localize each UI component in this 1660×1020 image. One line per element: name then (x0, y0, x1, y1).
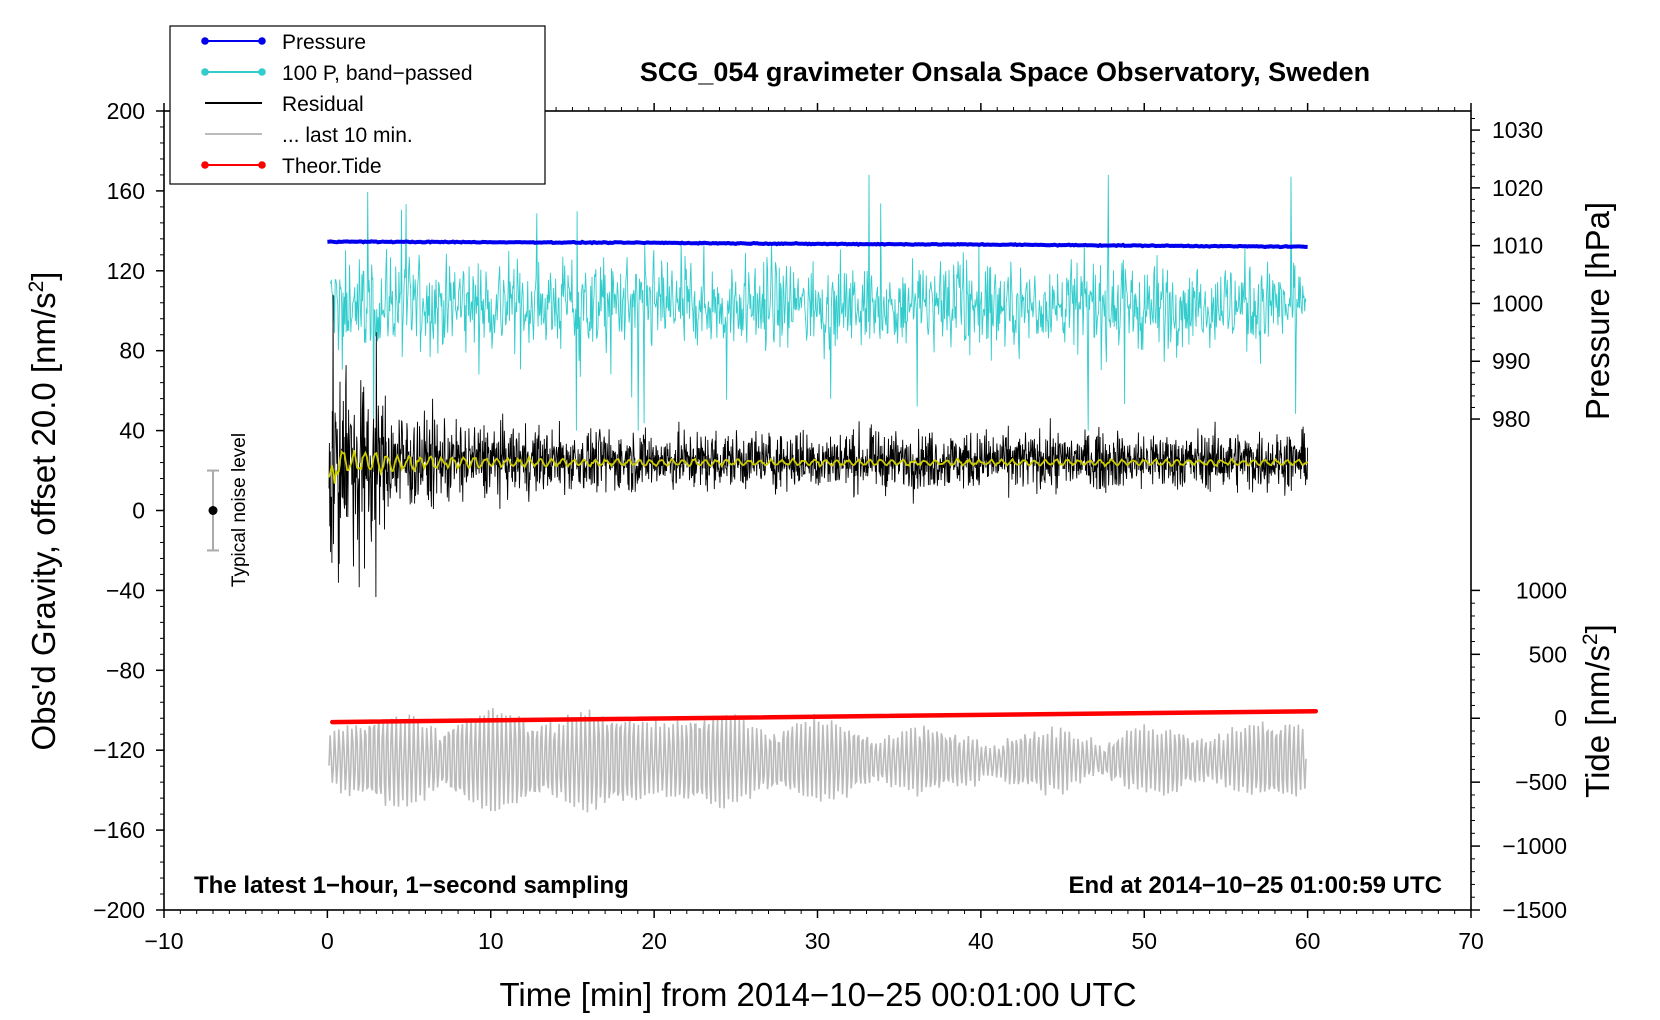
y-axis-left-title-end: ] (25, 272, 62, 281)
y-tick-left-label: 80 (119, 338, 145, 364)
legend-label: 100 P, band−passed (282, 62, 473, 85)
x-tick-label: 70 (1458, 928, 1484, 954)
tide-tick-label: −500 (1515, 769, 1567, 795)
x-tick-label: −10 (144, 928, 183, 954)
legend-label: Pressure (282, 31, 366, 54)
y-tick-left-label: 40 (119, 418, 145, 444)
legend-marker-start (201, 37, 209, 45)
tide-tick-label: 0 (1554, 705, 1567, 731)
legend: Pressure 100 P, band−passed Residual ... la… (169, 25, 546, 185)
y-axis-tide-title-main: Tide [nm/s (1579, 645, 1616, 798)
x-tick-label: 20 (641, 928, 667, 954)
x-tick-label: 60 (1295, 928, 1321, 954)
noise-label: Typical noise level (229, 433, 250, 587)
y-tick-left-label: 120 (107, 258, 145, 284)
series-pressure (327, 239, 1308, 250)
series-smoothed-residual (328, 449, 1309, 484)
series-residual (328, 294, 1309, 598)
x-tick-label: 30 (805, 928, 831, 954)
series-layer (327, 174, 1319, 813)
y-tick-left-label: 160 (107, 178, 145, 204)
tide-tick-label: 1000 (1516, 577, 1567, 603)
legend-marker-start (201, 68, 209, 76)
legend-marker-end (258, 161, 266, 169)
legend-marker-end (258, 68, 266, 76)
chart-title: SCG_054 gravimeter Onsala Space Observat… (640, 57, 1370, 87)
y-axis-left-title-sup: 2 (25, 281, 48, 293)
y-axis-pressure-title: Pressure [hPa] (1579, 202, 1616, 420)
x-tick-label: 10 (478, 928, 504, 954)
y-tick-left-label: 200 (107, 98, 145, 124)
y-axis-tide-title-end: ] (1579, 624, 1616, 633)
legend-marker-start (201, 161, 209, 169)
series-theoretical-tide (330, 708, 1319, 725)
y-tick-left-label: −120 (93, 737, 145, 763)
x-axis: −10 0 10 20 30 40 50 60 70 (144, 103, 1484, 954)
annotation-left: The latest 1−hour, 1−second sampling (194, 872, 629, 899)
noise-center-dot (208, 506, 218, 515)
y-tick-left-label: −40 (106, 577, 145, 603)
y-tick-left-label: 0 (132, 498, 145, 524)
y-axis-tide-title-sup: 2 (1579, 633, 1602, 645)
y-tick-left-label: −200 (93, 897, 145, 923)
pressure-tick-label: 1000 (1492, 290, 1543, 316)
y-tick-left-label: −160 (93, 817, 145, 843)
tide-tick-label: −1000 (1502, 833, 1567, 859)
noise-marker (207, 469, 220, 552)
y-axis-left-title: Obs'd Gravity, offset 20.0 [nm/s2] (25, 272, 62, 751)
pressure-tick-label: 990 (1492, 348, 1530, 374)
x-tick-label: 0 (321, 928, 334, 954)
legend-label: Residual (282, 93, 364, 116)
annotation-right: End at 2014−10−25 01:00:59 UTC (1068, 872, 1442, 899)
y-axis-tide: 1000 500 0 −500 −1000 −1500 (1471, 577, 1567, 923)
x-axis-title: Time [min] from 2014−10−25 00:01:00 UTC (499, 976, 1136, 1013)
tide-tick-label: −1500 (1502, 897, 1567, 923)
pressure-tick-label: 980 (1492, 406, 1530, 432)
legend-box (169, 25, 546, 185)
y-tick-left-label: −80 (106, 657, 145, 683)
x-tick-label: 50 (1131, 928, 1157, 954)
y-axis-left: 200 160 120 80 40 0 −40 −80 −120 −160 −200 (93, 98, 164, 923)
y-axis-tide-title: Tide [nm/s2] (1579, 624, 1616, 798)
legend-label: ... last 10 min. (282, 124, 413, 147)
plot-frame (163, 110, 1472, 911)
x-tick-label: 40 (968, 928, 994, 954)
pressure-tick-label: 1020 (1492, 175, 1543, 201)
pressure-tick-label: 1030 (1492, 117, 1543, 143)
series-last-10-min (328, 708, 1307, 813)
series-bandpassed-pressure (330, 174, 1307, 431)
legend-label: Theor.Tide (282, 155, 382, 178)
y-axis-pressure: 1030 1020 1010 1000 990 980 (1471, 117, 1543, 432)
legend-marker-end (258, 37, 266, 45)
pressure-tick-label: 1010 (1492, 233, 1543, 259)
tide-tick-label: 500 (1529, 641, 1567, 667)
y-axis-left-title-main: Obs'd Gravity, offset 20.0 [nm/s (25, 292, 62, 750)
